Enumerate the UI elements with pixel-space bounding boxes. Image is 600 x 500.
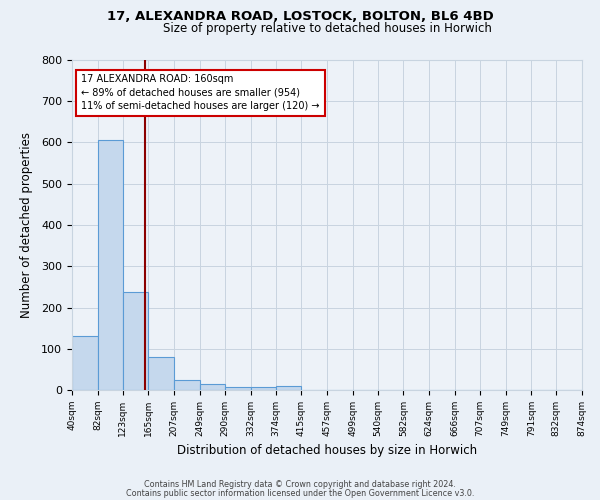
Text: Contains HM Land Registry data © Crown copyright and database right 2024.: Contains HM Land Registry data © Crown c…: [144, 480, 456, 489]
Bar: [251, 386, 276, 390]
X-axis label: Distribution of detached houses by size in Horwich: Distribution of detached houses by size …: [177, 444, 477, 458]
Bar: [123, 292, 148, 390]
Bar: [148, 357, 174, 390]
Bar: [72, 336, 98, 390]
Text: 17, ALEXANDRA ROAD, LOSTOCK, BOLTON, BL6 4BD: 17, ALEXANDRA ROAD, LOSTOCK, BOLTON, BL6…: [107, 10, 493, 23]
Bar: [276, 386, 301, 390]
Title: Size of property relative to detached houses in Horwich: Size of property relative to detached ho…: [163, 22, 491, 35]
Text: 17 ALEXANDRA ROAD: 160sqm
← 89% of detached houses are smaller (954)
11% of semi: 17 ALEXANDRA ROAD: 160sqm ← 89% of detac…: [81, 74, 320, 111]
Bar: [98, 140, 123, 390]
Bar: [174, 380, 200, 390]
Bar: [225, 386, 251, 390]
Bar: [200, 384, 225, 390]
Text: Contains public sector information licensed under the Open Government Licence v3: Contains public sector information licen…: [126, 488, 474, 498]
Y-axis label: Number of detached properties: Number of detached properties: [20, 132, 33, 318]
